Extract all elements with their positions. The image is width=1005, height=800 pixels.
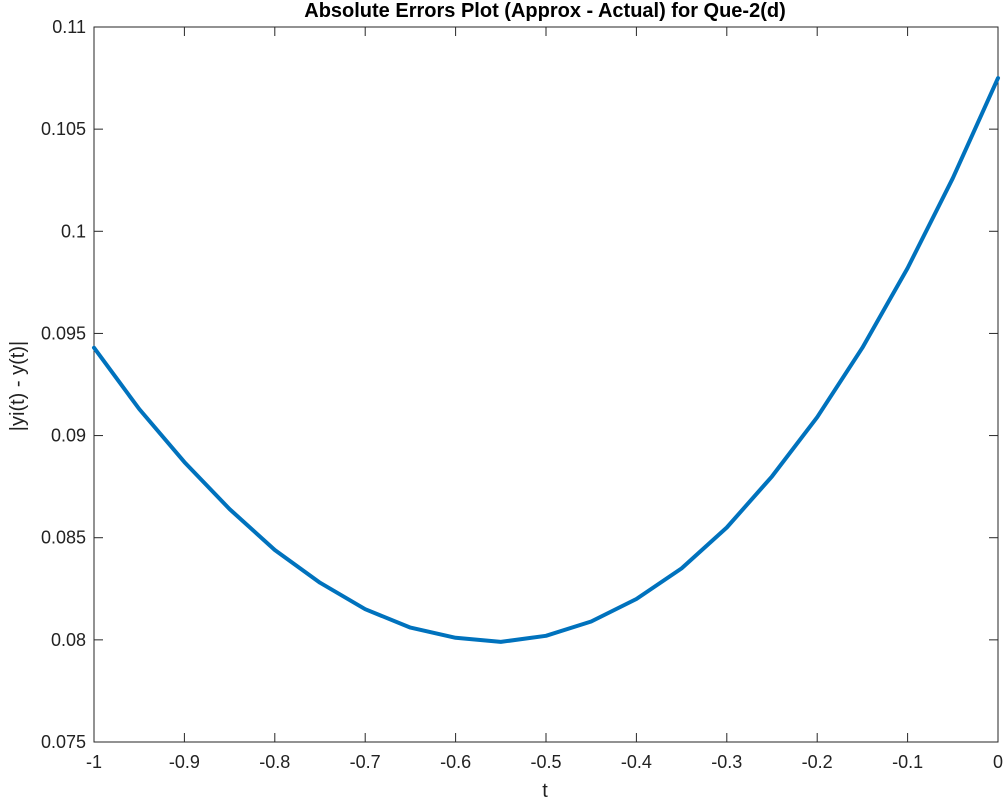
x-tick-label: -0.6 xyxy=(440,752,471,772)
y-tick-label: 0.08 xyxy=(51,630,86,650)
x-tick-label: -1 xyxy=(86,752,102,772)
y-tick-label: 0.11 xyxy=(52,17,86,37)
x-axis-label: t xyxy=(542,780,548,800)
y-axis-label: |yi(t) - y(t)| xyxy=(7,341,29,431)
plot-area: -1 -0.9 -0.8 -0.7 -0.6 -0.5 -0.4 -0.3 -0.2 -0.1 0 0… xyxy=(41,17,1003,772)
chart-title: Absolute Errors Plot (Approx - Actual) f… xyxy=(304,0,786,22)
y-tick-label: 0.085 xyxy=(41,528,86,548)
x-tick-label: -0.2 xyxy=(802,752,833,772)
axes-box xyxy=(93,26,999,743)
x-tick-label: -0.3 xyxy=(711,752,742,772)
y-tick-label: 0.095 xyxy=(41,323,86,343)
x-tick-label: -0.5 xyxy=(530,752,561,772)
y-tick-label: 0.105 xyxy=(41,119,86,139)
x-tick-label: 0 xyxy=(993,752,1003,772)
x-tick-label: -0.8 xyxy=(259,752,290,772)
x-tick-label: -0.7 xyxy=(350,752,381,772)
y-tick-label: 0.075 xyxy=(41,732,86,752)
y-tick-label: 0.1 xyxy=(61,221,86,241)
y-tick-label: 0.09 xyxy=(51,426,86,446)
x-tick-label: -0.1 xyxy=(892,752,923,772)
series-line xyxy=(92,76,1000,644)
x-tick-label: -0.9 xyxy=(169,752,200,772)
x-tick-label: -0.4 xyxy=(621,752,652,772)
